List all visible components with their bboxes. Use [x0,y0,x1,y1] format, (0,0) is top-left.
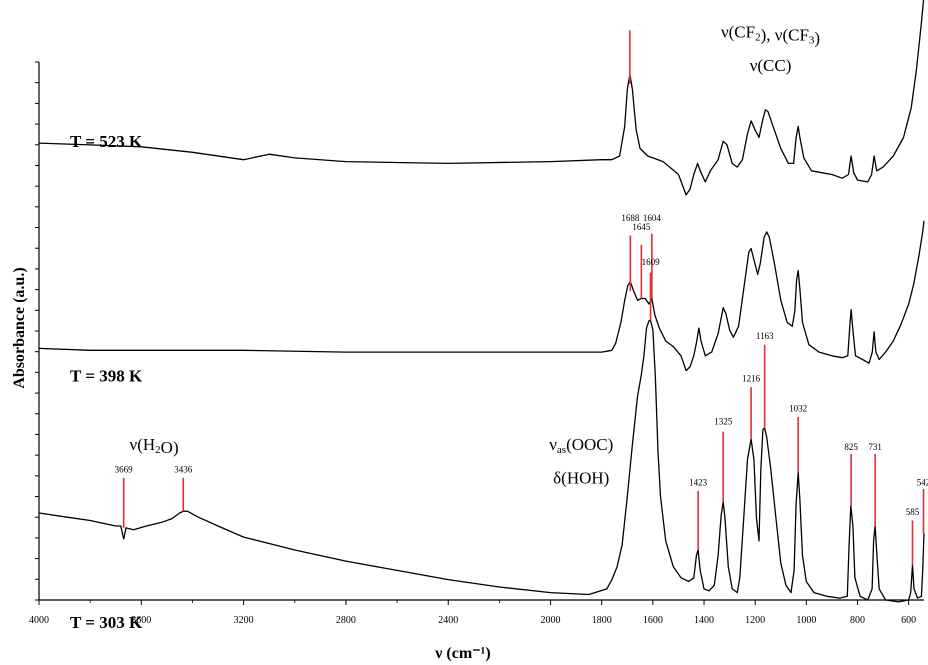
x-tick-label: 1600 [643,615,663,626]
peak-label: 1423 [689,477,708,487]
x-tick-label: 4000 [29,615,49,626]
peak-label: 3436 [174,464,193,474]
x-tick-label: 3600 [131,615,151,626]
peak-label: 1688 [621,213,640,223]
peak-label: 1216 [742,374,761,384]
x-tick-label: 2000 [541,615,561,626]
temperature-label: T = 303 K [70,613,143,632]
series-line [38,320,925,603]
band-annotation: δ(HOH) [553,468,609,487]
peak-label: 1163 [756,331,774,341]
peak-markers: 1690168816451604366934361609142313251216… [115,30,928,565]
peak-label: 542 [917,477,928,487]
x-tick-label: 3200 [234,615,254,626]
band-annotation: ν(CC) [750,56,792,75]
band-annotation: νas(OOC) [549,435,613,456]
band-annotation: ν(CF2), ν(CF3) [721,23,820,48]
x-tick-label: 1800 [592,615,612,626]
x-tick-label: 1200 [745,615,765,626]
x-tick-label: 800 [850,615,865,626]
spectra-traces [38,0,925,603]
peak-label: 1604 [643,213,662,223]
peak-label: 1032 [789,403,807,413]
band-annotations: νas(OOC)ν(CF2), ν(CF3)ν(CC)ν(H2O)νas(OOC… [130,23,821,488]
temperature-label: T = 523 K [70,132,143,151]
peak-label: 1609 [642,257,661,267]
axes: 4000 3600 3200 2800 2400 2000 1800 1600 1400 1200… [29,61,924,626]
peak-label: 1645 [632,222,651,232]
peak-label: 731 [868,442,882,452]
x-tick-label: 1000 [796,615,816,626]
x-tick-label: 600 [901,615,916,626]
x-axis-title: ν (cm⁻¹) [434,645,490,662]
series-line [38,0,925,196]
peak-label: 3669 [115,464,134,474]
temperature-labels: T = 523 K T = 398 K T = 303 K [70,132,143,632]
peak-label: 825 [844,442,858,452]
peak-label: 585 [906,507,920,517]
peak-label: 1325 [714,416,733,426]
band-annotation: ν(H2O) [130,435,179,457]
y-axis-title: Absorbance (a.u.) [11,267,28,388]
x-tick-label: 2400 [438,615,458,626]
x-tick-label: 1400 [694,615,714,626]
temperature-label: T = 398 K [70,367,143,386]
x-tick-label: 2800 [336,615,356,626]
series-line [38,220,925,372]
